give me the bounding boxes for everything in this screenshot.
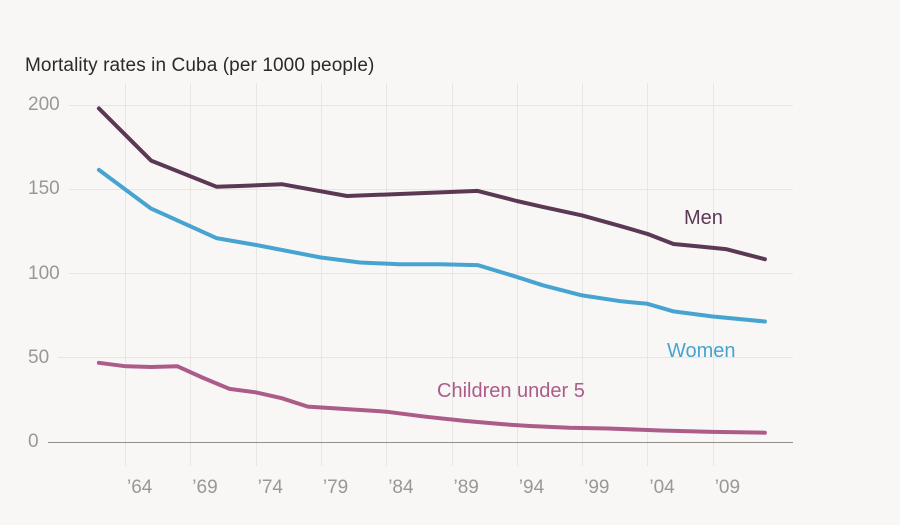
x-gridline xyxy=(647,83,649,466)
x-gridline xyxy=(255,83,257,466)
x-tick-label: ’74 xyxy=(257,477,283,498)
x-gridline xyxy=(386,83,388,466)
y-tick-label: 50 xyxy=(28,346,50,368)
x-tick-label: ’04 xyxy=(649,477,675,498)
y-gridline xyxy=(58,357,793,359)
y-gridline xyxy=(47,441,793,443)
x-gridline xyxy=(516,83,518,466)
y-gridline-row: 100 xyxy=(28,262,793,286)
y-tick-label: 100 xyxy=(28,262,60,284)
x-tick-label: ’64 xyxy=(127,477,153,498)
series-line-men xyxy=(96,106,767,262)
x-gridline xyxy=(712,83,714,466)
x-tick-label: ’94 xyxy=(518,477,545,498)
y-tick-label: 150 xyxy=(28,178,60,200)
y-tick-label: 200 xyxy=(28,94,60,115)
y-tick-label: 0 xyxy=(28,431,39,452)
x-gridline xyxy=(451,83,453,466)
x-gridline xyxy=(125,83,126,466)
x-tick-label: ’84 xyxy=(388,477,414,498)
x-tick-label: ’09 xyxy=(714,477,741,498)
y-gridline-row: 50 xyxy=(28,346,793,370)
y-gridline xyxy=(68,188,793,190)
series-label-men: Men xyxy=(684,207,723,229)
x-tick-label: ’99 xyxy=(584,477,610,498)
series-line-children xyxy=(96,360,767,435)
y-gridline-row: 0 xyxy=(28,430,793,454)
series-label-women: Women xyxy=(667,340,736,362)
x-gridline xyxy=(320,83,322,466)
series-line-women xyxy=(96,167,767,324)
y-gridline-row: 150 xyxy=(28,177,793,201)
x-tick-label: ’79 xyxy=(322,477,349,498)
y-gridline xyxy=(68,273,793,274)
y-gridline-row: 200 xyxy=(28,93,793,117)
x-gridline xyxy=(190,83,192,466)
chart-title: Mortality rates in Cuba (per 1000 people… xyxy=(25,55,375,76)
series-label-children-under-5: Children under 5 xyxy=(437,380,585,402)
x-tick-label: ’89 xyxy=(453,477,479,498)
y-gridline xyxy=(68,104,793,106)
x-tick-label: ’69 xyxy=(192,477,218,498)
x-gridline xyxy=(582,83,584,466)
